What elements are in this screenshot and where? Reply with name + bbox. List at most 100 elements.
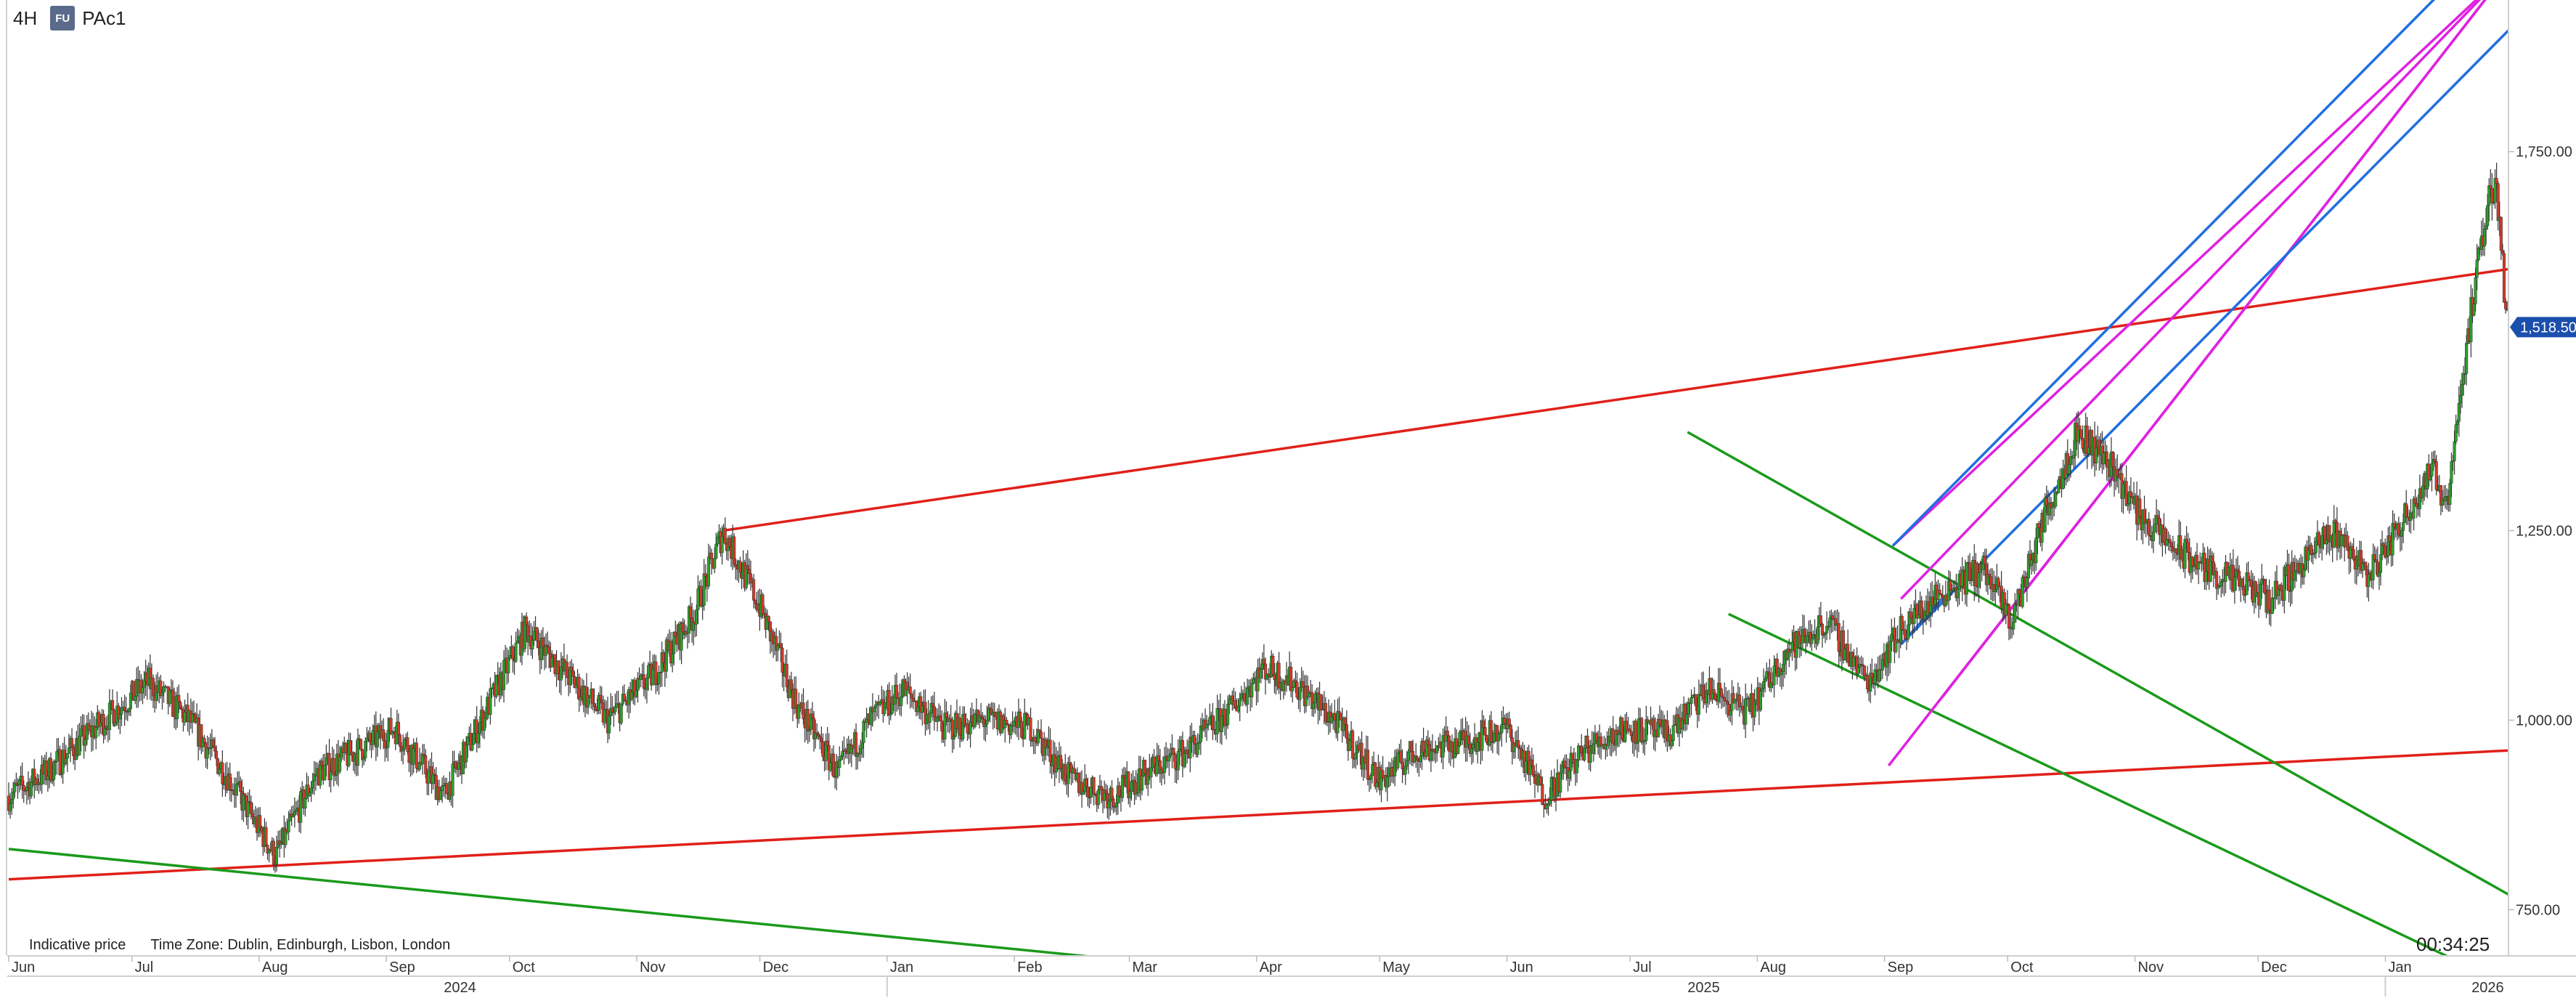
candle-body xyxy=(612,711,616,713)
candle-body xyxy=(532,631,536,641)
candle-body xyxy=(1890,634,1894,642)
candle-body xyxy=(1089,786,1093,798)
candle-body xyxy=(386,730,390,748)
candle-body xyxy=(1741,705,1745,710)
candle-body xyxy=(1263,663,1267,680)
candle-body xyxy=(1917,614,1920,619)
candle-body xyxy=(2433,459,2437,462)
candle-body xyxy=(734,564,738,567)
chart-footer-note: Indicative price Time Zone: Dublin, Edin… xyxy=(29,937,450,954)
candle-body xyxy=(1802,629,1806,637)
candle-body xyxy=(2332,520,2336,548)
candle-body xyxy=(113,710,116,726)
candle-body xyxy=(1880,659,1884,670)
x-tick-label: Aug xyxy=(262,960,288,975)
candle-body xyxy=(2302,569,2306,577)
candle-body xyxy=(1018,711,1022,722)
candle-body xyxy=(2095,447,2098,463)
candle-body xyxy=(1381,770,1385,779)
candle-body xyxy=(2072,455,2076,459)
candle-body xyxy=(2346,535,2349,551)
candle-body xyxy=(776,645,780,651)
candle-body xyxy=(2185,539,2188,543)
timeframe-label[interactable]: 4H xyxy=(13,7,38,29)
candle-body xyxy=(58,749,62,775)
candle-body xyxy=(1369,775,1373,779)
candle-body xyxy=(141,686,144,694)
candle-body xyxy=(82,725,86,746)
candle-body xyxy=(577,677,581,700)
candle-body xyxy=(1273,674,1276,680)
candle-body xyxy=(2270,597,2274,614)
candle-body xyxy=(2450,461,2453,484)
candle-body xyxy=(2156,515,2160,519)
candle-body xyxy=(1104,790,1108,794)
candle-body xyxy=(1348,739,1352,751)
candle-body xyxy=(1313,693,1317,704)
candle-body xyxy=(2124,481,2128,506)
candle-body xyxy=(1429,750,1432,760)
candle-body xyxy=(2287,564,2291,591)
candle-body xyxy=(1563,760,1567,768)
candle-body xyxy=(1157,755,1160,761)
trendline xyxy=(8,749,2509,881)
candle-body xyxy=(2197,562,2201,569)
candle-body xyxy=(1726,701,1729,705)
candle-body xyxy=(160,692,164,697)
candle-body xyxy=(1772,665,1776,686)
candle-body xyxy=(695,609,698,625)
candle-body xyxy=(2147,519,2151,536)
candle-body xyxy=(1416,758,1419,761)
candle-body xyxy=(1968,562,1972,581)
x-tick-label: Jun xyxy=(1510,960,1533,975)
candle-body xyxy=(325,758,328,766)
candle-body xyxy=(110,699,115,710)
candle-body xyxy=(738,561,742,573)
candle-body xyxy=(332,758,335,776)
candle-body xyxy=(681,622,685,633)
symbol-block[interactable]: FU PAc1 xyxy=(50,6,126,31)
candle-body xyxy=(689,606,693,618)
candle-body xyxy=(1086,786,1090,798)
candle-body xyxy=(179,702,182,710)
candle-body xyxy=(12,792,15,800)
candle-body xyxy=(1289,666,1293,691)
candle-body xyxy=(396,721,400,736)
candle-body xyxy=(1719,689,1724,697)
candle-body xyxy=(889,713,892,715)
candle-body xyxy=(1634,721,1637,745)
candle-body xyxy=(921,705,924,713)
candle-body xyxy=(1291,687,1295,691)
candle-body xyxy=(1824,633,1827,635)
candle-body xyxy=(2126,503,2129,506)
candle-body xyxy=(365,738,369,742)
candles-layer xyxy=(7,163,2509,873)
candle-body xyxy=(1040,731,1043,739)
candle-body xyxy=(1259,669,1263,678)
candle-body xyxy=(2018,589,2021,595)
candle-body xyxy=(2314,541,2318,553)
candle-body xyxy=(107,702,111,731)
candle-body xyxy=(950,719,954,739)
candle-body xyxy=(855,732,858,757)
candle-body xyxy=(2320,535,2324,548)
candle-body xyxy=(1903,629,1907,639)
candle-body xyxy=(78,736,81,755)
candle-body xyxy=(661,652,665,663)
candle-body xyxy=(2352,549,2355,560)
trendline xyxy=(1900,29,2510,646)
candle-body xyxy=(831,753,836,777)
candle-body xyxy=(1336,710,1340,734)
candle-body xyxy=(1399,750,1403,763)
candle-body xyxy=(2259,584,2262,606)
candle-body xyxy=(591,689,595,704)
candle-body xyxy=(1960,569,1964,587)
candle-body xyxy=(1330,716,1334,723)
candle-body xyxy=(2500,250,2504,253)
candle-body xyxy=(356,738,359,766)
candle-body xyxy=(203,738,206,744)
candle-body xyxy=(900,697,903,706)
candle-body xyxy=(887,690,891,715)
candle-body xyxy=(375,731,379,747)
